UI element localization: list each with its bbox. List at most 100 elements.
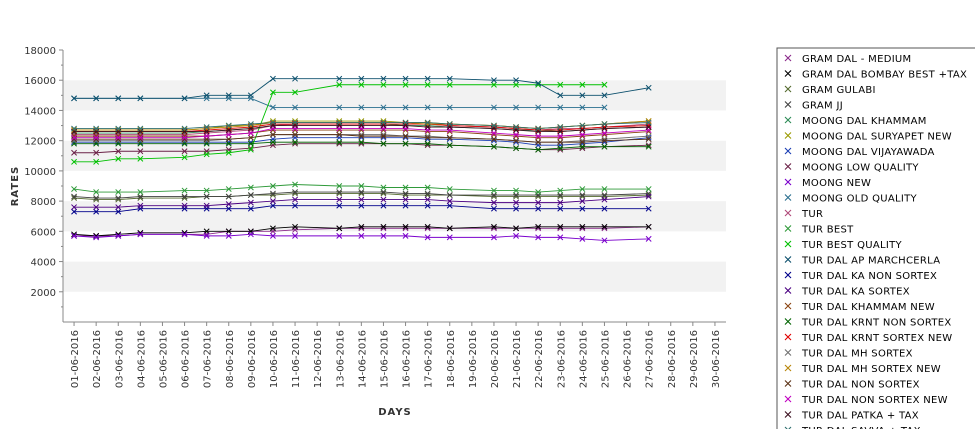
- data-point: [269, 131, 276, 138]
- data-point: [402, 119, 409, 126]
- data-point: [225, 131, 232, 138]
- data-point: [446, 121, 453, 127]
- data-point: [336, 81, 343, 88]
- x-tick-label: 15-06-2016: [379, 330, 390, 388]
- series: [71, 119, 652, 132]
- data-point: [203, 202, 210, 209]
- data-point: [181, 95, 188, 102]
- data-point: [446, 192, 453, 199]
- legend-marker: [784, 54, 792, 62]
- legend-label: TUR DAL NON SORTEX: [801, 380, 920, 391]
- data-point: [71, 232, 78, 239]
- data-point: [358, 196, 365, 203]
- legend-label: GRAM DAL BOMBAY BEST +TAX: [802, 70, 967, 81]
- data-point: [557, 145, 564, 152]
- data-point: [181, 148, 188, 155]
- data-point: [225, 122, 232, 129]
- data-point: [358, 223, 365, 230]
- data-point: [181, 125, 188, 132]
- legend-marker: [784, 209, 792, 217]
- data-point: [115, 125, 122, 132]
- legend-label: MOONG LOW QUALITY: [802, 163, 919, 174]
- legend-marker: [784, 349, 792, 356]
- data-point: [269, 75, 276, 82]
- legend-marker: [784, 426, 792, 429]
- data-point: [181, 134, 188, 141]
- data-point: [115, 208, 122, 215]
- data-point: [247, 92, 254, 99]
- data-point: [424, 190, 431, 197]
- data-point: [93, 134, 100, 141]
- legend-label: GRAM JJ: [802, 101, 843, 112]
- y-tick-label: 16000: [24, 76, 56, 87]
- y-tick-label: 10000: [24, 167, 56, 178]
- x-axis-title: DAYS: [378, 407, 412, 418]
- data-point: [380, 189, 387, 195]
- data-point: [380, 133, 387, 140]
- data-point: [292, 104, 299, 111]
- x-tick-label: 27-06-2016: [645, 330, 656, 388]
- x-tick-label: 30-06-2016: [711, 330, 722, 388]
- data-point: [535, 234, 542, 241]
- data-point: [115, 189, 122, 195]
- data-point: [557, 199, 564, 206]
- data-point: [579, 235, 586, 242]
- legend-marker: [784, 85, 792, 93]
- data-point: [645, 223, 652, 230]
- x-tick-label: 21-06-2016: [512, 330, 523, 388]
- legend: GRAM DAL - MEDIUM GRAM DAL BOMBAY BEST +T…: [776, 47, 975, 429]
- data-point: [93, 204, 100, 211]
- data-point: [557, 133, 564, 140]
- data-point: [579, 81, 586, 88]
- data-point: [93, 195, 100, 202]
- data-point: [292, 139, 299, 146]
- data-point: [402, 81, 409, 88]
- data-point: [557, 139, 564, 146]
- data-point: [446, 198, 453, 205]
- data-point: [71, 204, 78, 211]
- data-point: [292, 75, 299, 82]
- data-point: [269, 198, 276, 205]
- data-point: [380, 140, 387, 147]
- data-point: [579, 186, 586, 192]
- data-point: [71, 208, 78, 215]
- legend-label: TUR DAL PATKA + TAX: [801, 411, 919, 422]
- legend-label: MOONG DAL SURYAPET NEW: [802, 132, 952, 143]
- data-point: [557, 92, 564, 99]
- data-point: [358, 183, 365, 189]
- y-tick-label: 2000: [31, 288, 56, 299]
- data-point: [402, 184, 409, 191]
- data-point: [247, 140, 254, 147]
- data-point: [269, 225, 276, 232]
- x-tick-label: 23-06-2016: [556, 330, 567, 388]
- data-point: [336, 75, 343, 82]
- x-tick-label: 11-06-2016: [291, 330, 302, 388]
- legend-item: MOONG DAL KHAMMAM: [784, 116, 926, 127]
- data-point: [269, 183, 276, 189]
- data-point: [181, 202, 188, 209]
- data-point: [71, 134, 78, 141]
- data-point: [93, 234, 100, 241]
- data-point: [645, 84, 652, 91]
- legend-item: MOONG LOW QUALITY: [784, 163, 919, 174]
- data-point: [490, 192, 497, 199]
- data-point: [203, 193, 210, 200]
- legend-marker: [784, 256, 792, 263]
- legend-label: MOONG DAL VIJAYAWADA: [802, 147, 935, 158]
- data-point: [115, 155, 122, 162]
- data-point: [247, 184, 254, 191]
- data-point: [402, 223, 409, 230]
- legend-marker: [784, 287, 792, 294]
- data-point: [601, 237, 608, 244]
- data-point: [137, 95, 144, 102]
- data-point: [358, 75, 365, 82]
- data-point: [424, 202, 431, 209]
- x-tick-label: 07-06-2016: [203, 330, 214, 388]
- data-point: [446, 186, 453, 192]
- data-point: [402, 202, 409, 209]
- data-point: [336, 104, 343, 111]
- series: [71, 223, 652, 239]
- data-point: [601, 192, 608, 199]
- data-point: [247, 125, 254, 132]
- series: [71, 193, 652, 211]
